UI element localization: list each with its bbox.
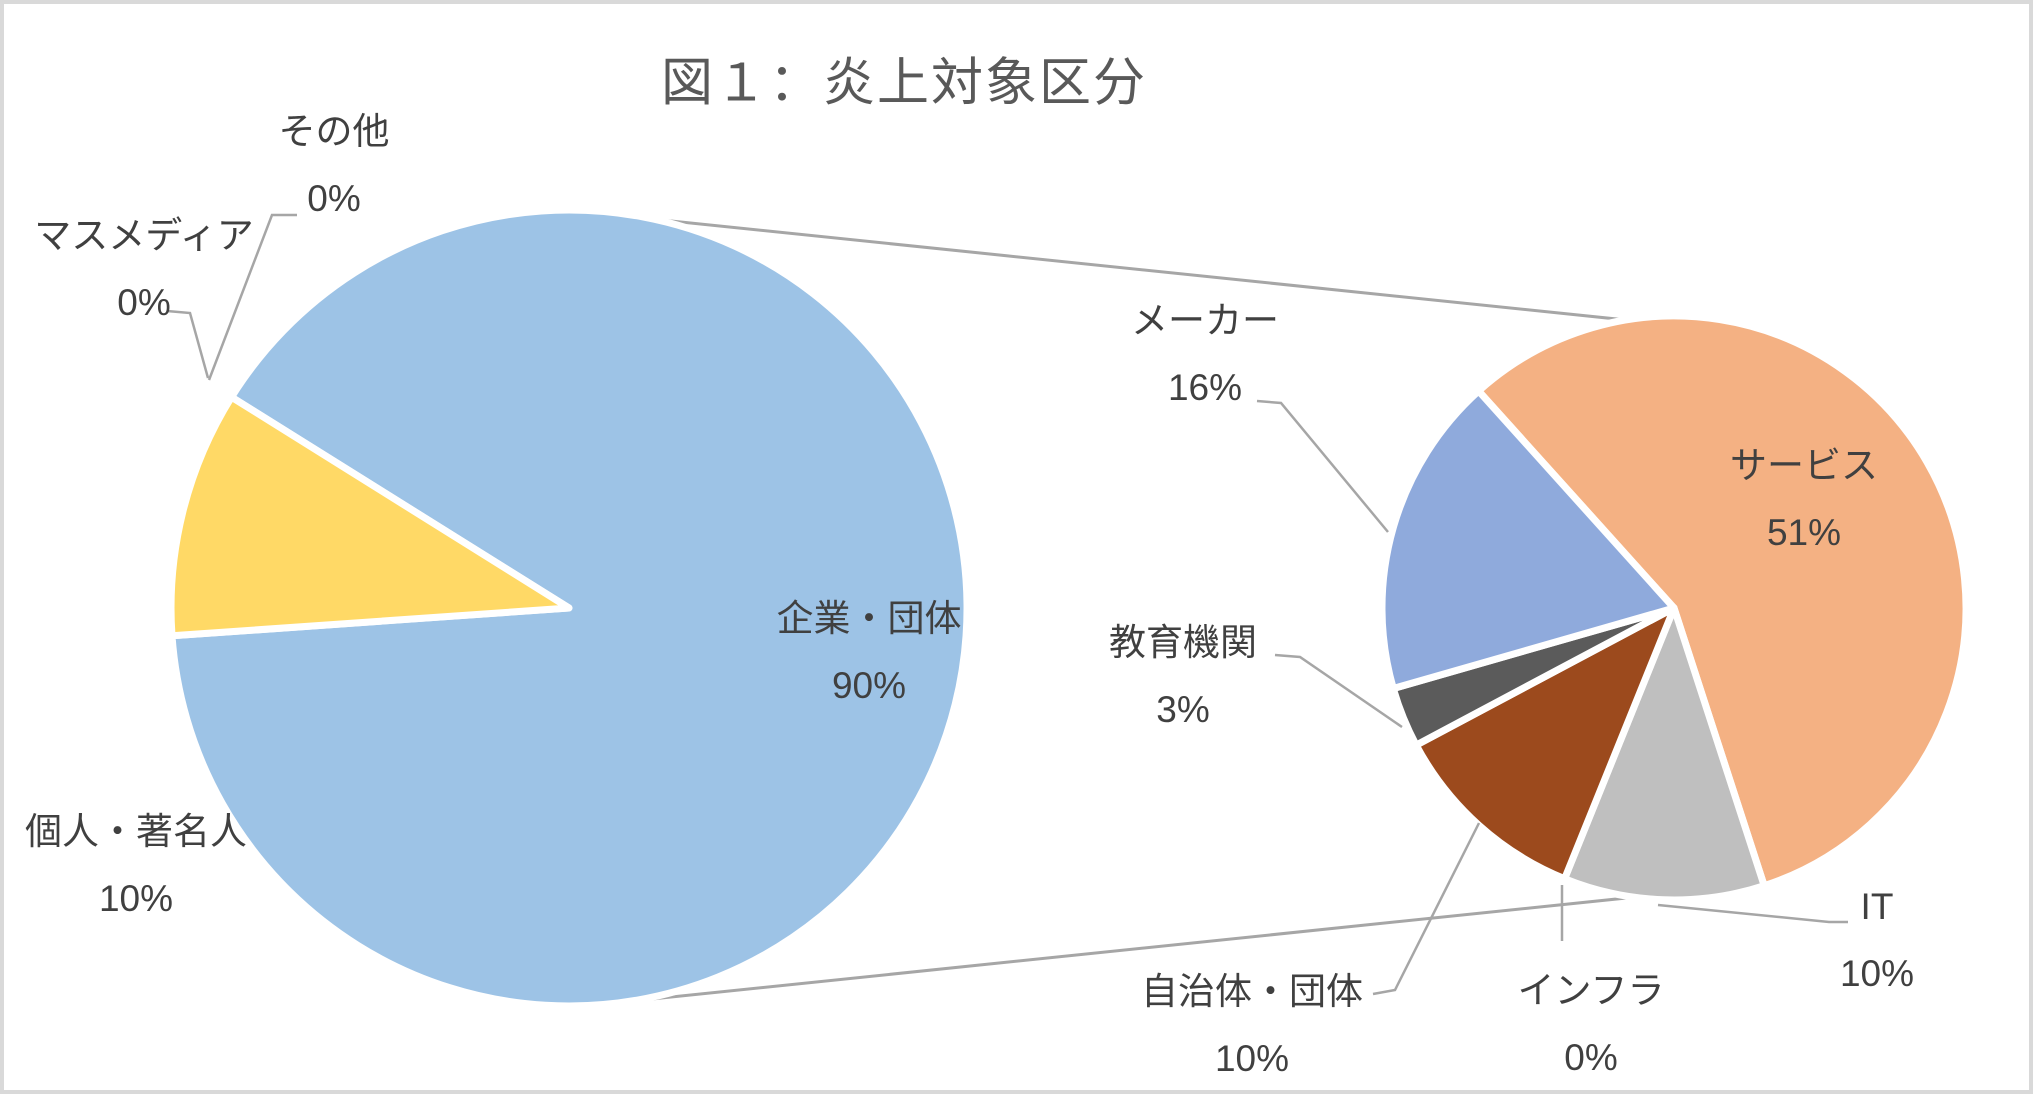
series-connector-top — [603, 212, 1685, 328]
label-it-pct: 10% — [1839, 953, 1915, 994]
main-pie-slice-1 — [167, 393, 573, 640]
label-sonota-name: その他 — [278, 111, 390, 152]
label-kyoiku-kikan-pct: 3% — [1156, 689, 1210, 730]
label-maker: メーカー 16% — [1131, 287, 1279, 421]
label-kyoiku-kikan: 教育機関 3% — [1109, 609, 1257, 743]
leader-maker — [1256, 399, 1389, 533]
secondary-pie-slice-0 — [1475, 312, 1970, 890]
label-service: サービス 51% — [1730, 432, 1878, 566]
series-connector-bottom — [603, 890, 1685, 1006]
label-it-name: IT — [1860, 886, 1894, 927]
secondary-pie-slice-5 — [1378, 387, 1678, 692]
label-mass-media-pct: 0% — [117, 282, 171, 323]
label-kojin-chomeijin-pct: 10% — [98, 878, 174, 919]
secondary-pie-slice-1 — [1561, 604, 1768, 904]
label-infra-name: インフラ — [1517, 970, 1665, 1011]
label-maker-name: メーカー — [1131, 300, 1279, 341]
label-service-name: サービス — [1730, 445, 1878, 486]
label-mass-media-name: マスメディア — [34, 215, 254, 256]
label-infra-pct: 0% — [1564, 1037, 1618, 1078]
label-kigyo-dantai: 企業・団体 90% — [777, 585, 962, 719]
chart-title: 図１：炎上対象区分 — [660, 54, 1148, 113]
leader-kyoiku-kikan — [1274, 653, 1403, 729]
label-sonota-pct: 0% — [307, 178, 361, 219]
label-kojin-chomeijin: 個人・著名人 10% — [25, 798, 247, 932]
label-it: IT 10% — [1840, 873, 1914, 1007]
leader-jichitai-dantai — [1372, 822, 1481, 996]
label-sonota: その他 0% — [279, 98, 390, 232]
label-jichitai-dantai-name: 自治体・団体 — [1141, 971, 1363, 1012]
label-infra: インフラ 0% — [1517, 957, 1665, 1090]
label-kigyo-dantai-pct: 90% — [831, 665, 907, 706]
label-jichitai-dantai-pct: 10% — [1214, 1038, 1290, 1079]
label-kyoiku-kikan-name: 教育機関 — [1109, 622, 1257, 663]
leader-mass-media — [166, 309, 210, 379]
label-kojin-chomeijin-name: 個人・著名人 — [25, 811, 247, 852]
leader-it — [1657, 903, 1848, 924]
label-jichitai-dantai: 自治体・団体 10% — [1141, 958, 1363, 1090]
label-service-pct: 51% — [1766, 512, 1842, 553]
label-mass-media: マスメディア 0% — [34, 202, 253, 336]
leader-sonota — [207, 213, 297, 381]
label-maker-pct: 16% — [1167, 367, 1243, 408]
label-kigyo-dantai-name: 企業・団体 — [776, 598, 962, 639]
pie-of-pie-svg — [166, 206, 1970, 1010]
